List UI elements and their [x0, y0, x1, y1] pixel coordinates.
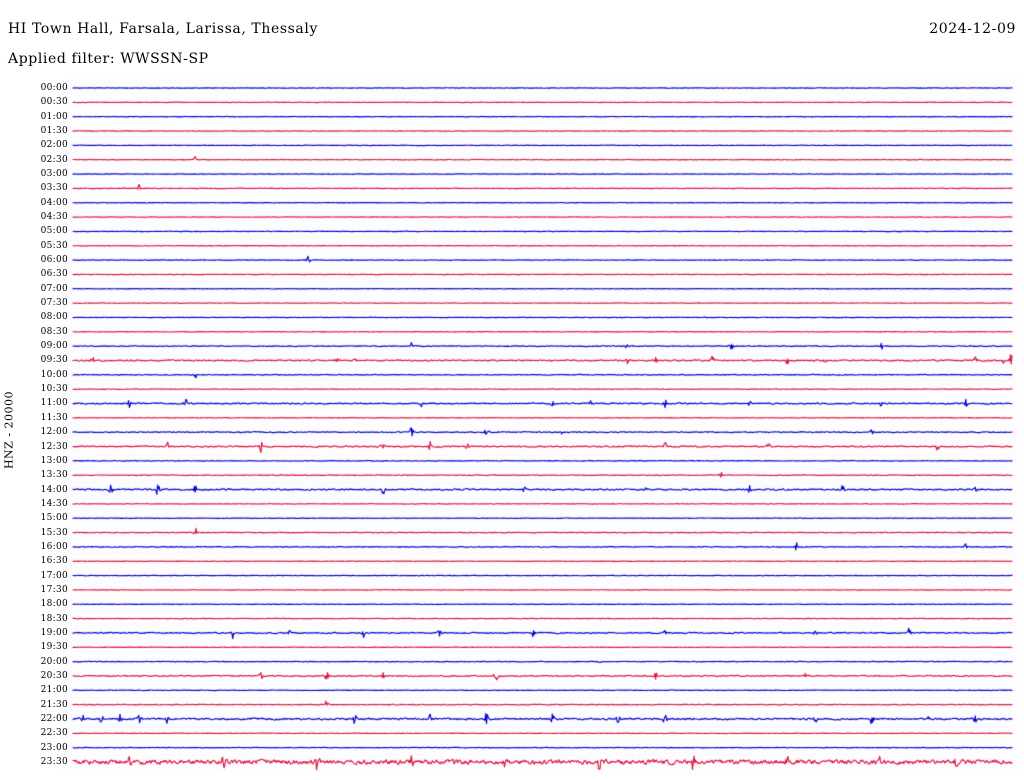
y-axis-tick-label: 01:30 [40, 126, 68, 137]
y-axis-tick-label: 18:00 [40, 599, 68, 610]
y-axis-tick-label: 06:30 [40, 269, 68, 280]
y-axis-tick-label: 23:30 [40, 756, 68, 767]
y-axis-tick-label: 21:00 [40, 685, 68, 696]
y-axis-tick-label: 19:30 [40, 642, 68, 653]
y-axis-tick-label: 17:00 [40, 570, 68, 581]
y-axis-tick-label: 21:30 [40, 699, 68, 710]
y-axis-tick-label: 02:00 [40, 140, 68, 151]
y-axis-tick-label: 10:00 [40, 369, 68, 380]
y-axis-tick-label: 17:30 [40, 584, 68, 595]
y-axis-tick-label: 04:00 [40, 197, 68, 208]
y-axis-tick-label: 22:00 [40, 713, 68, 724]
y-axis-tick-label: 05:30 [40, 240, 68, 251]
y-axis-tick-label: 09:30 [40, 355, 68, 366]
y-axis-tick-label: 01:00 [40, 111, 68, 122]
y-axis-tick-label: 16:00 [40, 541, 68, 552]
y-axis-tick-label: 22:30 [40, 728, 68, 739]
y-axis-tick-label: 23:00 [40, 742, 68, 753]
y-axis-tick-label: 12:00 [40, 427, 68, 438]
y-axis-tick-label: 03:30 [40, 183, 68, 194]
y-axis-tick-label: 08:30 [40, 326, 68, 337]
y-axis-tick-label: 15:30 [40, 527, 68, 538]
y-axis-tick-label: 20:00 [40, 656, 68, 667]
y-axis-tick-label: 15:00 [40, 513, 68, 524]
y-axis-tick-label: 13:00 [40, 455, 68, 466]
y-axis-tick-label: 14:00 [40, 484, 68, 495]
y-axis-tick-label: 09:00 [40, 341, 68, 352]
y-axis-tick-label: 04:30 [40, 212, 68, 223]
y-axis-tick-label: 02:30 [40, 154, 68, 165]
y-axis-tick-label: 07:00 [40, 283, 68, 294]
y-axis-tick-label: 19:00 [40, 627, 68, 638]
y-axis-tick-label: 08:00 [40, 312, 68, 323]
y-axis-tick-label: 06:00 [40, 255, 68, 266]
y-axis-tick-label: 00:00 [40, 83, 68, 93]
y-axis-tick-label: 07:30 [40, 298, 68, 309]
y-axis-tick-label: 11:00 [40, 398, 68, 409]
y-axis-tick-labels: 00:00 00:30 01:00 01:30 02:00 02:30 03:00 03:30… [0, 0, 68, 780]
y-axis-tick-label: 18:30 [40, 613, 68, 624]
y-axis-tick-label: 11:30 [40, 412, 68, 423]
y-axis-tick-label: 16:30 [40, 556, 68, 567]
y-axis-tick-label: 14:30 [40, 498, 68, 509]
y-axis-tick-label: 10:30 [40, 384, 68, 395]
y-axis-tick-label: 13:30 [40, 470, 68, 481]
y-axis-tick-label: 05:00 [40, 226, 68, 237]
y-axis-tick-label: 03:00 [40, 169, 68, 180]
y-axis-tick-label: 20:30 [40, 670, 68, 681]
y-axis-tick-label: 12:30 [40, 441, 68, 452]
y-axis-tick-label: 00:30 [40, 97, 68, 108]
